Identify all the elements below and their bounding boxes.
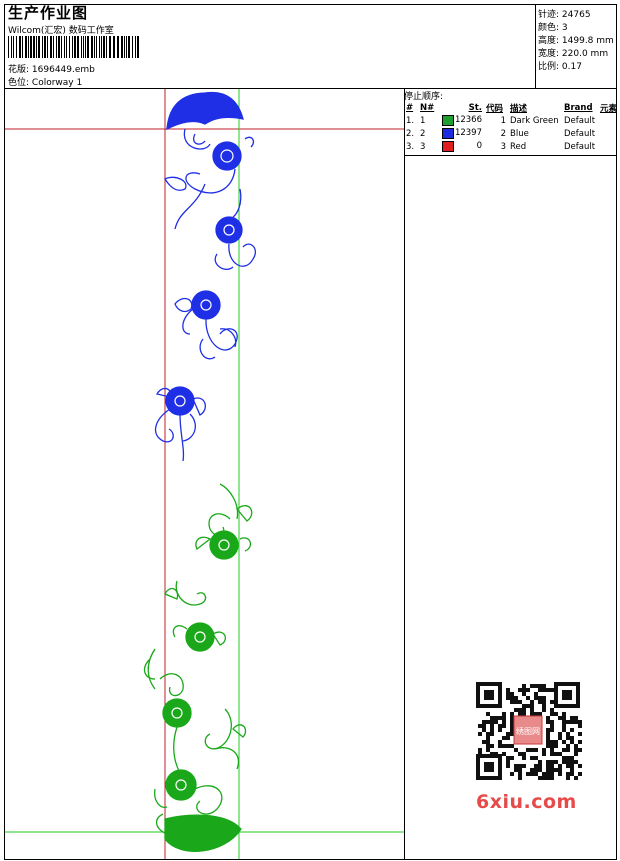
col-stitches: St. xyxy=(468,102,482,113)
blue-floral-motif xyxy=(154,91,257,462)
table-row: 1. 1 12366 1 Dark Green Default xyxy=(406,115,596,126)
stats-divider xyxy=(535,4,536,88)
col-brand: Brand xyxy=(564,102,593,113)
colorway-label: 色位: xyxy=(8,78,30,88)
stat-height: 高度: 1499.8 mm xyxy=(538,36,614,46)
color-sequence-table: # N# St. 代码 描述 Brand 元素 1. 1 12366 1 Dar… xyxy=(404,101,619,153)
stat-stitches: 针迹: 24765 xyxy=(538,10,591,20)
qr-badge-text: 绣图网 xyxy=(516,726,540,736)
table-header-row: # N# St. 代码 描述 Brand 元素 xyxy=(404,101,619,114)
col-description: 描述 xyxy=(510,103,528,114)
page-title: 生产作业图 xyxy=(8,4,89,22)
col-index: # xyxy=(406,102,414,113)
swatch-blue xyxy=(442,128,454,139)
page-border xyxy=(4,4,617,860)
green-floral-motif xyxy=(143,483,253,852)
swatch-dark-green xyxy=(442,115,454,126)
barcode-image xyxy=(8,36,139,58)
colorway-value: Colorway 1 xyxy=(31,78,83,88)
stat-scale: 比例: 0.17 xyxy=(538,62,582,72)
header-divider xyxy=(4,88,617,89)
table-row: 3. 3 0 3 Red Default xyxy=(406,141,596,152)
col-needle: N# xyxy=(420,102,435,113)
design-filename: 1696449.emb xyxy=(31,65,95,75)
qr-code-image: 绣图网 xyxy=(470,680,588,784)
table-bottom-line xyxy=(404,155,617,156)
stat-width: 宽度: 220.0 mm xyxy=(538,49,609,59)
column-divider xyxy=(404,88,405,860)
watermark-logo: 6xiu.com xyxy=(476,791,577,813)
stat-colors: 颜色: 3 xyxy=(538,23,568,33)
embroidery-preview xyxy=(5,89,404,859)
qr-code: 绣图网 xyxy=(470,680,588,802)
col-code: 代码 xyxy=(486,103,504,114)
stop-sequence-title: 停止顺序: xyxy=(404,92,444,102)
design-line: 花版: 1696449.emb xyxy=(8,62,95,75)
col-element: 元素 xyxy=(600,103,618,114)
swatch-red xyxy=(442,141,454,152)
table-row: 2. 2 12397 2 Blue Default xyxy=(406,128,596,139)
studio-subtitle: Wilcom(汇宏) 数码工作室 xyxy=(8,26,114,36)
colorway-line: 色位: Colorway 1 xyxy=(8,75,82,88)
design-label: 花版: xyxy=(8,65,30,75)
